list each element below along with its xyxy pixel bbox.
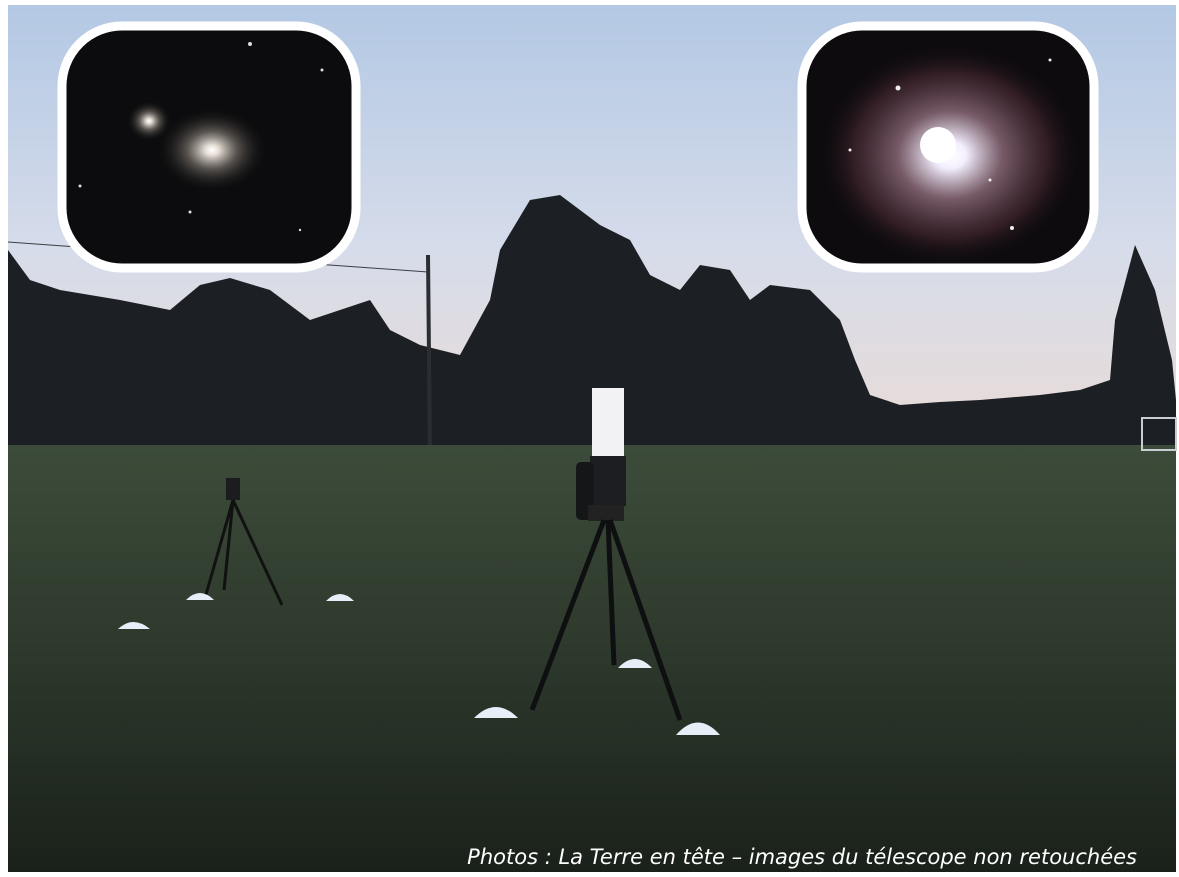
nebula-inset	[797, 21, 1099, 273]
nebula-core	[920, 127, 956, 163]
cone	[618, 659, 652, 668]
stars	[78, 42, 324, 232]
cone	[186, 593, 214, 600]
scope-tube	[592, 388, 624, 458]
star	[320, 68, 324, 72]
caption: Photos : La Terre en tête – images du té…	[467, 845, 1137, 869]
scope-base	[590, 456, 626, 506]
star	[298, 228, 302, 232]
star	[1010, 226, 1014, 230]
inset-frame	[797, 21, 1099, 273]
tripod-leg	[607, 519, 683, 721]
star	[78, 184, 82, 188]
cone	[326, 594, 354, 601]
tripod-leg	[203, 499, 235, 599]
star	[248, 42, 252, 46]
large-telescope	[529, 388, 683, 721]
tripod-leg	[529, 519, 607, 711]
cones	[118, 593, 720, 735]
galaxy-inset	[57, 21, 361, 273]
cone	[676, 722, 720, 735]
tree-line	[8, 195, 1176, 450]
galaxy	[157, 108, 267, 192]
star	[188, 210, 192, 214]
light-pole	[426, 254, 432, 461]
goal	[1141, 417, 1177, 451]
small-telescope	[203, 478, 284, 606]
stars	[848, 58, 1052, 230]
star	[1048, 58, 1052, 62]
cone	[474, 707, 518, 718]
star	[848, 148, 852, 152]
cone	[118, 622, 150, 629]
star	[988, 178, 992, 182]
tripod-leg	[231, 499, 284, 606]
tripod-leg	[222, 499, 235, 591]
tripod-head	[588, 505, 624, 521]
companion-galaxy	[127, 101, 171, 141]
star	[895, 85, 901, 91]
scope-body	[226, 478, 240, 500]
tripod-leg	[605, 519, 617, 666]
inset-frame	[57, 21, 361, 273]
